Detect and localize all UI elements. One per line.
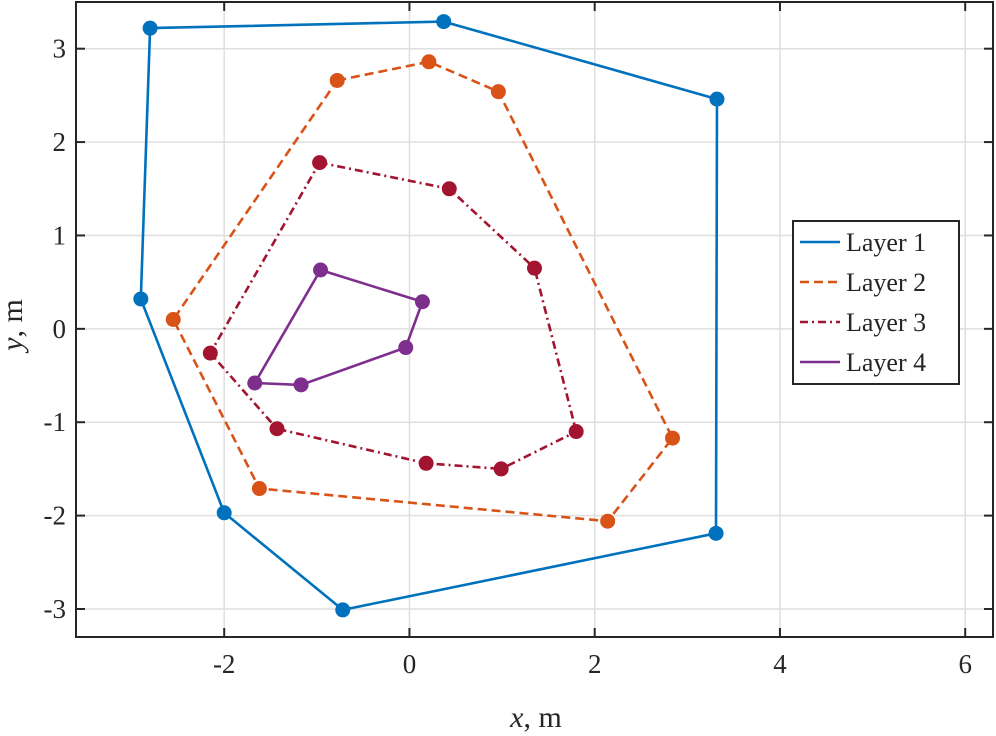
data-point xyxy=(600,513,616,529)
legend-box xyxy=(792,220,960,385)
series-line-layer-1 xyxy=(139,20,719,612)
data-point xyxy=(441,181,457,197)
data-point xyxy=(269,421,285,437)
series-layer-1 xyxy=(133,14,725,618)
data-point xyxy=(251,481,267,497)
legend-label-layer-2: Layer 2 xyxy=(846,268,926,297)
series-line-layer-2 xyxy=(172,60,674,523)
series-line-layer-3 xyxy=(209,161,578,471)
legend: Layer 1 Layer 2 Layer 3 Layer 4 xyxy=(792,220,960,385)
legend-item-layer-1: Layer 1 xyxy=(800,228,926,257)
data-point xyxy=(421,54,437,70)
data-point xyxy=(313,262,329,278)
y-axis-label: y, m xyxy=(0,299,29,354)
data-point xyxy=(490,84,506,100)
series-layer xyxy=(133,14,725,618)
series-line-layer-4 xyxy=(253,268,424,387)
x-tick-label: 4 xyxy=(773,649,787,679)
data-point xyxy=(418,455,434,471)
x-axis-variable: x xyxy=(509,701,524,734)
x-tick-label: 2 xyxy=(588,649,602,679)
data-point xyxy=(165,312,181,327)
data-point xyxy=(202,345,218,361)
data-point xyxy=(247,375,263,391)
data-point xyxy=(312,155,328,171)
x-tick-label: 6 xyxy=(958,649,972,679)
y-tick-label: 2 xyxy=(53,127,67,157)
data-point xyxy=(335,602,351,618)
data-point xyxy=(133,291,149,307)
legend-item-layer-3: Layer 3 xyxy=(800,308,926,337)
y-tick-label: -1 xyxy=(44,407,67,437)
data-point xyxy=(493,461,509,477)
data-point xyxy=(414,294,430,310)
y-tick-label: -2 xyxy=(44,501,67,531)
x-axis-label: x, m xyxy=(509,701,562,734)
data-point xyxy=(665,430,681,446)
legend-label-layer-1: Layer 1 xyxy=(846,228,926,257)
data-point xyxy=(436,14,452,30)
legend-item-layer-4: Layer 4 xyxy=(800,348,926,377)
y-axis-unit: , m xyxy=(0,299,29,337)
legend-items: Layer 1 Layer 2 Layer 3 Layer 4 xyxy=(800,228,926,377)
data-point xyxy=(329,72,345,88)
y-tick-label: 1 xyxy=(53,220,67,250)
legend-label-layer-3: Layer 3 xyxy=(846,308,926,337)
x-tick-label: -2 xyxy=(213,649,236,679)
x-axis-unit: , m xyxy=(523,701,561,734)
plot-frame xyxy=(75,1,994,638)
series-layer-4 xyxy=(247,262,430,393)
legend-label-layer-4: Layer 4 xyxy=(846,348,926,377)
series-layer-2 xyxy=(165,54,681,529)
tick-layer: -2 0 2 4 6 -3 -2 -1 0 1 2 3 xyxy=(44,2,993,679)
data-point xyxy=(293,377,309,393)
data-point xyxy=(568,424,584,440)
x-tick-label: 0 xyxy=(403,649,417,679)
series-layer-3 xyxy=(202,155,584,477)
y-tick-label: -3 xyxy=(44,594,67,624)
data-point xyxy=(142,20,158,36)
data-point xyxy=(216,505,232,521)
data-point xyxy=(709,91,725,107)
data-point xyxy=(527,260,542,276)
y-tick-label: 3 xyxy=(53,34,67,64)
y-tick-label: 0 xyxy=(53,314,67,344)
data-point xyxy=(398,340,414,356)
legend-item-layer-2: Layer 2 xyxy=(800,268,926,297)
data-point xyxy=(708,525,724,541)
y-axis-variable: y xyxy=(0,337,29,354)
